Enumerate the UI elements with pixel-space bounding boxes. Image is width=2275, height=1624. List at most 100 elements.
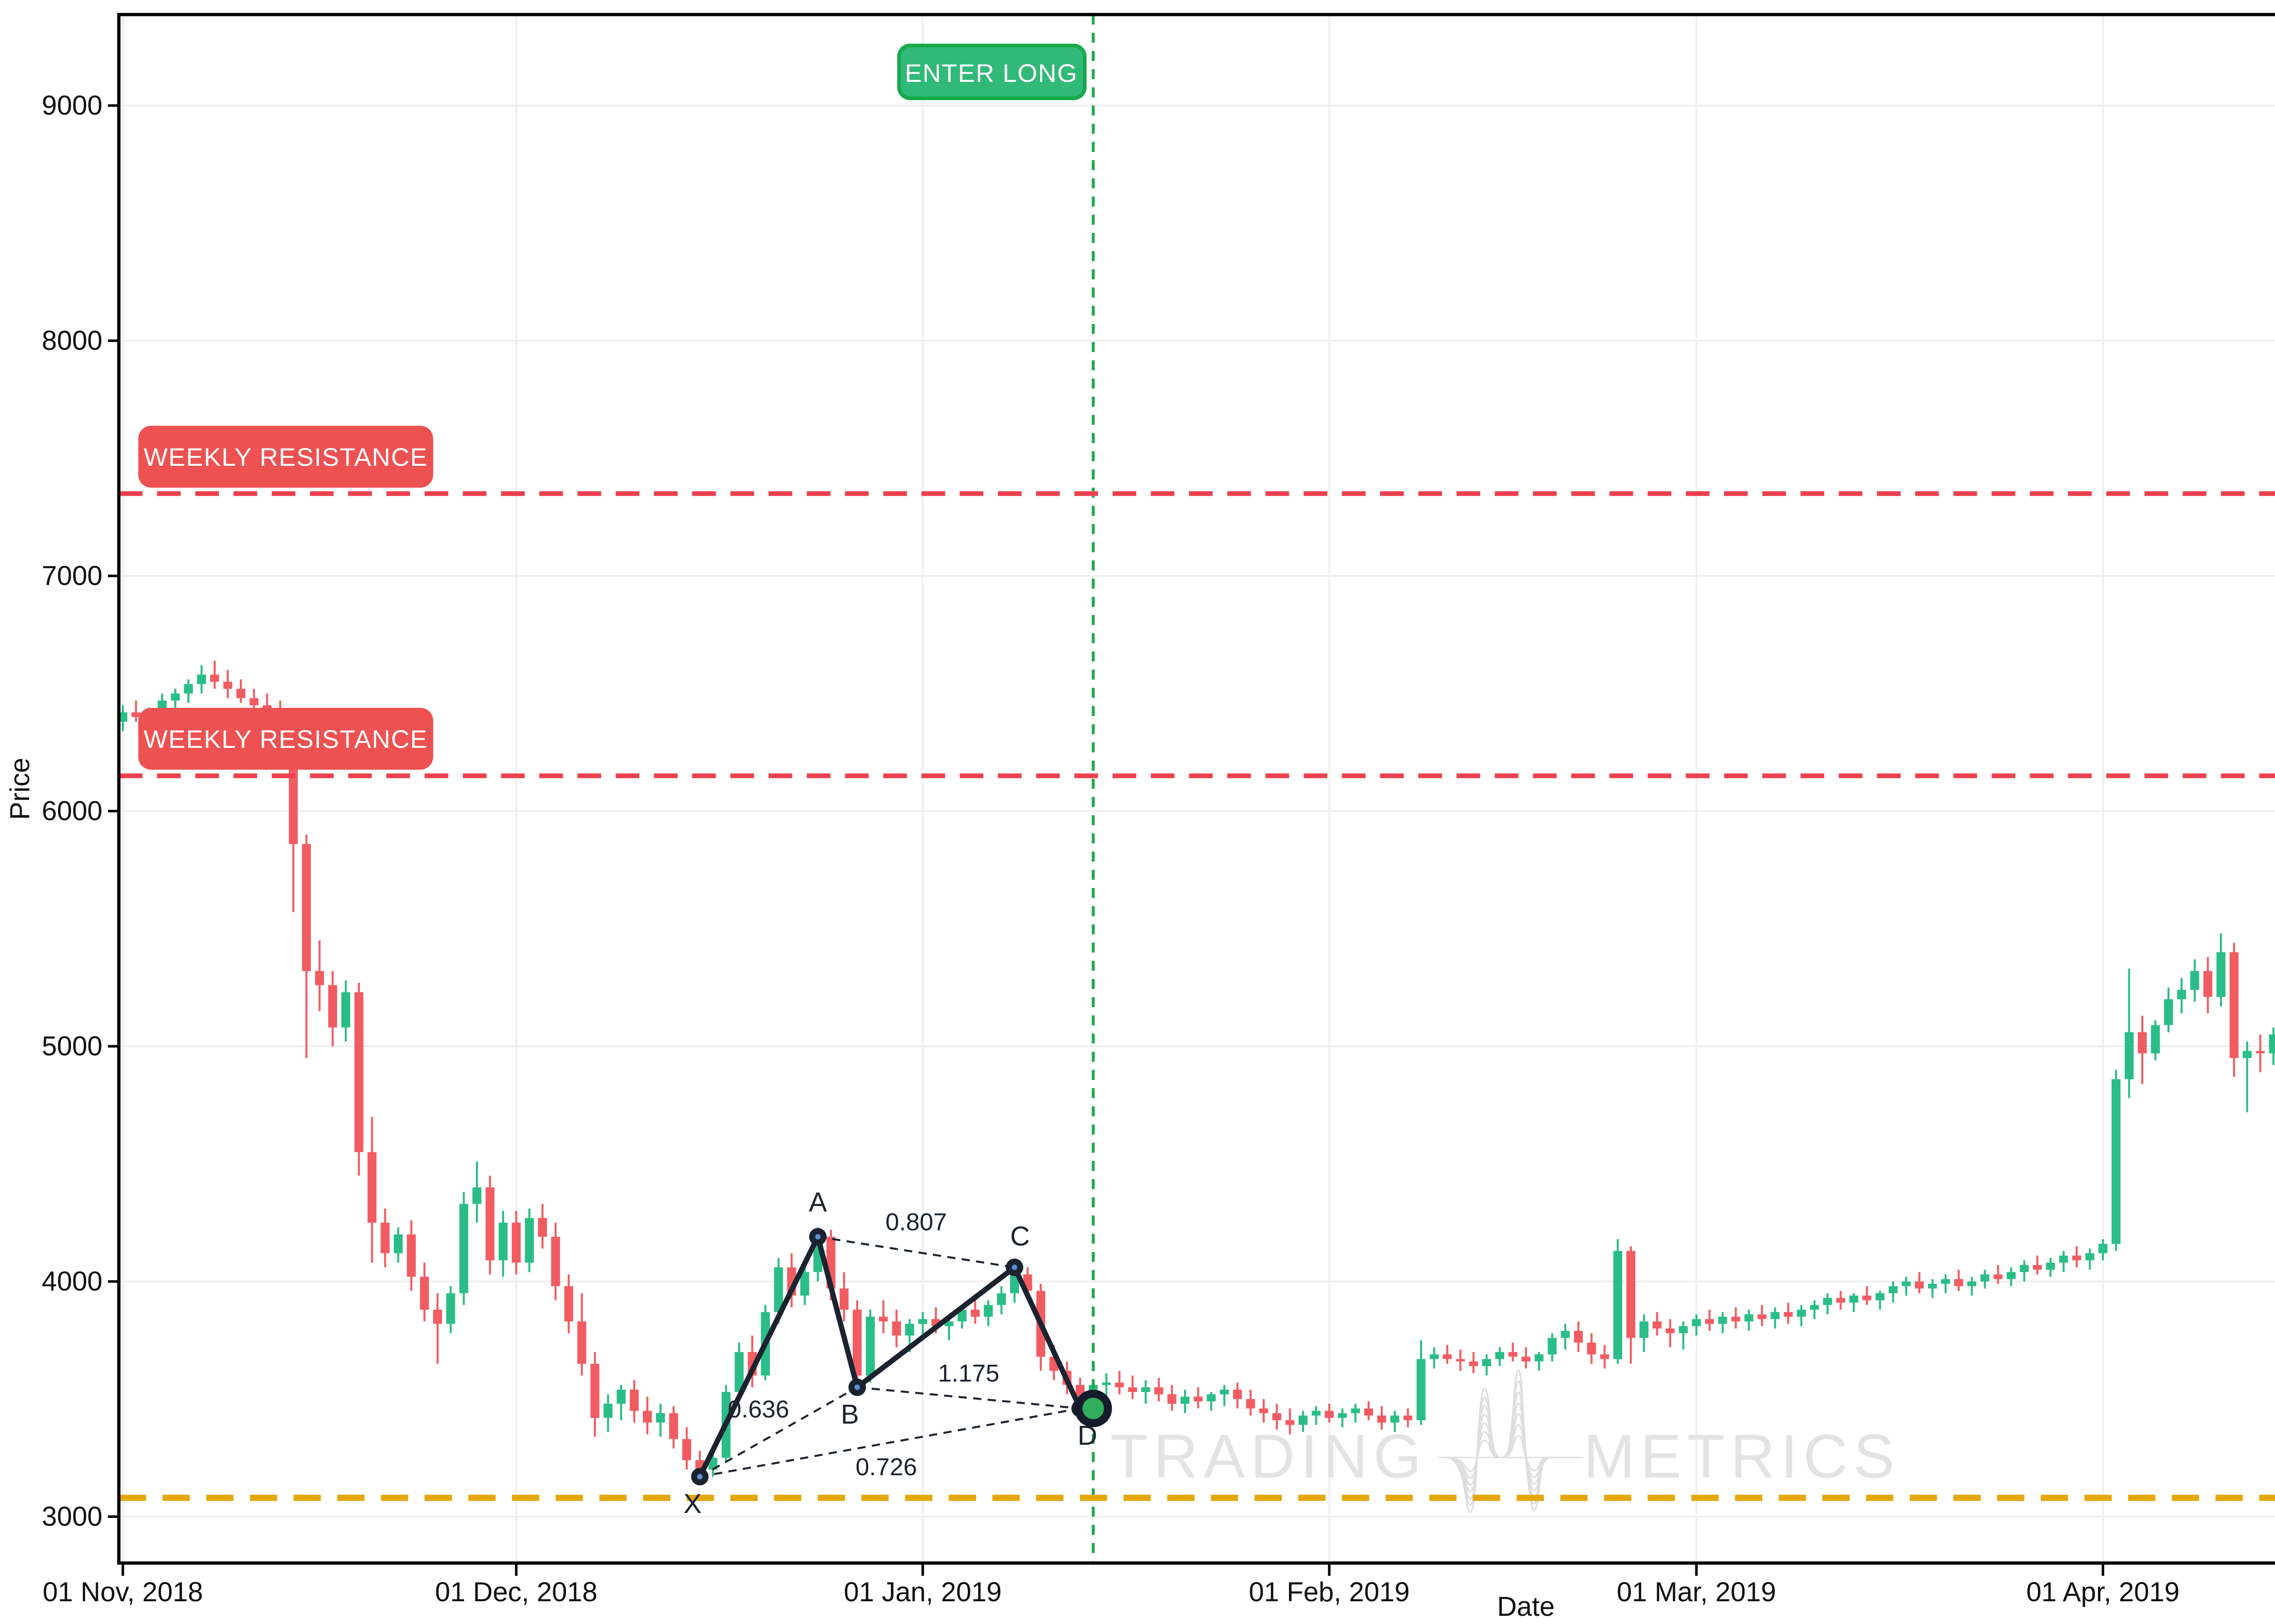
- candle: [302, 844, 311, 971]
- candle: [918, 1319, 927, 1324]
- candle: [1600, 1354, 1609, 1359]
- candle: [1259, 1408, 1269, 1413]
- candle: [1692, 1319, 1701, 1326]
- candle: [1154, 1387, 1163, 1395]
- candle: [2190, 971, 2199, 990]
- candle: [2269, 1034, 2275, 1054]
- candle: [184, 684, 193, 694]
- y-tick-label: 5000: [42, 1031, 102, 1061]
- candle: [1377, 1415, 1386, 1423]
- candle: [459, 1204, 469, 1293]
- pattern-label-C: C: [1010, 1221, 1030, 1251]
- candle: [1836, 1298, 1845, 1303]
- candle: [1207, 1394, 1216, 1402]
- candle: [879, 1316, 888, 1321]
- candle: [223, 681, 233, 689]
- fib-ratio-label: 0.636: [728, 1396, 789, 1423]
- candle: [1193, 1397, 1203, 1402]
- candle: [1770, 1312, 1780, 1319]
- candle: [1351, 1408, 1360, 1413]
- candle: [2243, 1051, 2252, 1058]
- candle: [1390, 1415, 1400, 1423]
- candle: [2203, 971, 2213, 997]
- candle: [944, 1321, 954, 1326]
- candle: [643, 1411, 652, 1423]
- candle: [2151, 1025, 2160, 1054]
- candle: [1731, 1316, 1740, 1321]
- candle: [2138, 1032, 2147, 1054]
- candle: [380, 1222, 390, 1253]
- candle: [538, 1218, 547, 1237]
- candle: [1233, 1389, 1242, 1399]
- candle: [1364, 1408, 1373, 1416]
- x-tick-label: 01 Jan, 2019: [844, 1577, 1002, 1607]
- x-tick-label: 01 Mar, 2019: [1617, 1577, 1776, 1607]
- candle: [1626, 1251, 1636, 1338]
- candle: [1102, 1382, 1111, 1385]
- candle: [1534, 1354, 1544, 1362]
- candle: [1141, 1387, 1150, 1392]
- candle: [1508, 1352, 1517, 1357]
- candle: [1403, 1415, 1413, 1421]
- x-axis-title: Date: [1497, 1591, 1555, 1622]
- chart-canvas[interactable]: [119, 15, 2275, 1563]
- candle: [1561, 1331, 1570, 1338]
- candle: [551, 1236, 560, 1286]
- candle: [328, 985, 337, 1028]
- watermark: TRADING METRICS: [1110, 1369, 1900, 1513]
- candle: [708, 1458, 718, 1470]
- candle: [839, 1288, 849, 1310]
- candle: [1862, 1296, 1871, 1301]
- candle: [263, 705, 272, 710]
- candle: [433, 1310, 442, 1324]
- candle: [905, 1324, 914, 1336]
- candle: [800, 1272, 809, 1296]
- candle: [367, 1152, 377, 1223]
- candle: [1967, 1281, 1977, 1286]
- candle: [1167, 1394, 1177, 1404]
- candle: [131, 712, 141, 717]
- candle: [498, 1222, 508, 1261]
- candle: [2164, 999, 2173, 1025]
- candle: [2059, 1256, 2068, 1263]
- candle: [1285, 1420, 1294, 1425]
- candle: [1482, 1359, 1491, 1367]
- candle: [1980, 1274, 1990, 1281]
- candle: [420, 1276, 429, 1310]
- candle: [1888, 1286, 1898, 1293]
- candle: [249, 698, 258, 706]
- candle: [669, 1413, 678, 1439]
- candle: [315, 971, 324, 985]
- candle: [472, 1187, 481, 1204]
- pattern-label-B: B: [841, 1399, 859, 1430]
- candle: [1521, 1357, 1531, 1362]
- candle: [1456, 1359, 1465, 1362]
- enter-long-badge: ENTER LONG: [896, 44, 1086, 100]
- candle: [197, 675, 206, 684]
- candle: [774, 1267, 783, 1312]
- candle: [2020, 1265, 2029, 1272]
- candle: [2177, 989, 2186, 999]
- candle: [1705, 1319, 1714, 1324]
- y-axis-title: Price: [5, 758, 35, 820]
- candle: [617, 1389, 626, 1404]
- candle: [1495, 1352, 1504, 1359]
- candle: [2216, 952, 2225, 997]
- candle: [119, 712, 127, 722]
- candle: [997, 1293, 1006, 1305]
- x-tick-label: 01 Feb, 2019: [1249, 1577, 1410, 1607]
- weekly-resistance-badge-2: WEEKLY RESISTANCE: [138, 708, 433, 771]
- watermark-pulse-icon: [1438, 1369, 1583, 1513]
- candle: [1325, 1411, 1334, 1418]
- candle: [407, 1234, 416, 1277]
- candle: [446, 1293, 455, 1324]
- candle: [1180, 1397, 1190, 1404]
- candle: [1941, 1279, 1950, 1284]
- candle: [1299, 1415, 1308, 1425]
- candle: [171, 693, 180, 701]
- watermark-right: METRICS: [1583, 1422, 1900, 1491]
- candle: [1784, 1312, 1793, 1317]
- candle: [157, 701, 167, 710]
